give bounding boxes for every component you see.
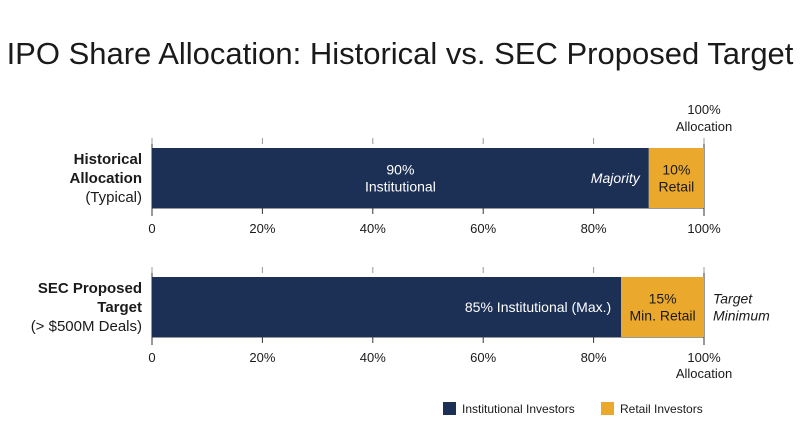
institutional-bar <box>152 277 622 337</box>
legend-label: Retail Investors <box>620 402 703 416</box>
retail-bar <box>621 277 704 337</box>
legend-swatch <box>443 402 456 415</box>
legend-label: Institutional Investors <box>462 402 575 416</box>
chart-title: IPO Share Allocation: Historical vs. SEC… <box>7 36 794 71</box>
institutional-value-label: 85% Institutional (Max.) <box>465 299 611 315</box>
institutional-bar <box>152 148 649 208</box>
retail-value-label: Min. Retail <box>630 308 696 324</box>
tick-label: 0 <box>148 350 155 365</box>
target-minimum-note: Minimum <box>713 308 770 324</box>
tick-label: 100% <box>687 221 721 236</box>
retail-value-label: 10% <box>662 162 690 178</box>
row-sublabel: (> $500M Deals) <box>31 318 142 335</box>
row-label: Historical <box>74 151 142 168</box>
allocation-annotation: Allocation <box>676 119 732 134</box>
row-sublabel: (Typical) <box>85 189 142 206</box>
tick-label: 20% <box>249 350 275 365</box>
tick-label: 40% <box>360 350 386 365</box>
tick-label: 60% <box>470 221 496 236</box>
tick-label: 100% <box>687 350 721 365</box>
allocation-annotation: 100% <box>687 102 721 117</box>
row-label: Target <box>97 299 142 316</box>
majority-note: Majority <box>591 170 641 186</box>
allocation-annotation: Allocation <box>676 366 732 381</box>
tick-label: 0 <box>148 221 155 236</box>
retail-value-label: Retail <box>659 179 695 195</box>
tick-label: 20% <box>249 221 275 236</box>
retail-value-label: 15% <box>649 291 677 307</box>
tick-label: 80% <box>581 221 607 236</box>
institutional-value-label: 90% <box>386 162 414 178</box>
tick-label: 80% <box>581 350 607 365</box>
target-minimum-note: Target <box>713 291 753 307</box>
legend-swatch <box>601 402 614 415</box>
row-label: Allocation <box>69 170 142 187</box>
retail-bar <box>648 148 704 208</box>
tick-label: 40% <box>360 221 386 236</box>
institutional-value-label: Institutional <box>365 179 436 195</box>
tick-label: 60% <box>470 350 496 365</box>
row-label: SEC Proposed <box>38 280 142 297</box>
